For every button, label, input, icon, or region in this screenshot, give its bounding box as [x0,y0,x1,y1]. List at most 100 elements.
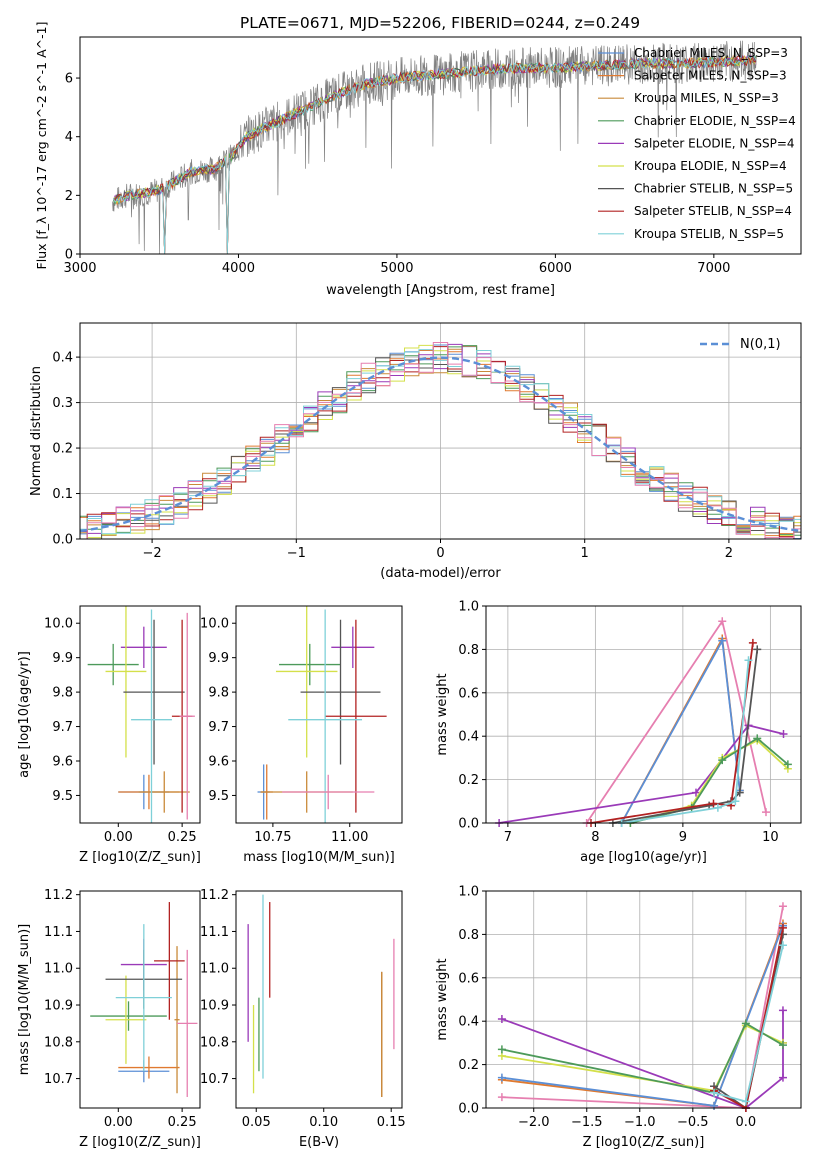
x-axis-label: E(B-V) [299,1135,339,1150]
y-tick-label: 0.8 [458,643,479,658]
y-tick-label: 0.2 [52,442,73,457]
axes-frame [235,605,403,824]
y-tick-label: 10.8 [200,1035,229,1050]
histogram-kroupa-stelib [80,349,801,535]
model-spectrum-kroupa-stelib [112,54,757,254]
axes-frame [485,890,802,1109]
legend-label: Salpeter STELIB, N_SSP=4 [634,204,792,218]
legend-label: Kroupa ELODIE, N_SSP=4 [634,159,787,173]
y-tick-label: 11.0 [44,962,73,977]
axes-frame [79,322,802,540]
weight-marker [753,645,762,654]
y-tick-label: 9.6 [52,755,73,770]
y-tick-label: 0.0 [52,533,73,548]
y-tick-label: 9.9 [52,651,73,666]
x-tick-label: 8 [591,830,599,845]
x-axis-label: wavelength [Angstrom, rest frame] [326,283,555,298]
errorbar-group [247,894,395,1097]
x-tick-label: 11.00 [331,830,368,845]
x-tick-label: 4000 [222,261,255,276]
y-tick-label: 10.9 [44,999,73,1014]
y-tick-label: 2 [65,189,73,204]
errorbar-group [257,606,387,823]
histogram-kroupa-elodie [80,344,801,539]
legend-label: Chabrier MILES, N_SSP=3 [634,46,788,60]
spectrum-group [112,40,757,254]
axes-frame [485,605,802,824]
weight-marker [778,1041,787,1050]
weight-marker [718,617,727,626]
y-tick-label: 11.2 [44,888,73,903]
y-tick-label: 0 [65,248,73,263]
weight-line [501,1022,784,1094]
histogram-salpeter-miles [80,345,801,537]
weight-marker [778,902,787,911]
weight-marker [731,797,740,806]
y-tick-label: 0.6 [458,971,479,986]
legend-label: Kroupa MILES, N_SSP=3 [634,91,779,105]
weight-marker [753,734,762,743]
x-tick-label: 0.00 [104,1115,133,1130]
y-tick-label: 0.2 [458,773,479,788]
x-tick-label: 0.15 [377,1115,406,1130]
x-tick-label: 1 [581,546,589,561]
legend-label: Chabrier STELIB, N_SSP=5 [634,182,793,196]
errorbar-group [90,902,198,1097]
histogram-pink [80,342,801,539]
y-tick-label: 9.7 [52,720,73,735]
y-tick-label: 1.0 [458,885,479,900]
x-axis-label: age [log10(age/yr)] [580,850,707,865]
y-tick-label: 9.6 [208,755,229,770]
y-tick-label: 10.9 [200,999,229,1014]
y-tick-label: 0.1 [52,487,73,502]
weight-marker [710,1101,719,1110]
y-tick-label: 0.4 [458,1015,479,1030]
weight-marker [497,1093,506,1102]
y-tick-label: 9.8 [208,686,229,701]
weight-marker [778,941,787,950]
weight-marker [748,638,757,647]
weight-marker [778,923,787,932]
x-tick-label: 6000 [539,261,572,276]
weight-marker [778,1073,787,1082]
y-tick-label: 11.0 [200,962,229,977]
y-axis-label: mass weight [435,673,450,755]
x-tick-label: −2.0 [518,1115,550,1130]
weight-marker [779,730,788,739]
weight-marker [713,803,722,812]
y-tick-label: 0.8 [458,928,479,943]
x-tick-label: 0.0 [736,1115,757,1130]
axes-frame [235,890,403,1109]
x-axis-label: (data-model)/error [380,566,501,581]
normal-curve [80,356,801,533]
axes-frame [79,605,201,824]
legend-label: Kroupa STELIB, N_SSP=5 [634,227,784,241]
x-tick-label: 0.10 [309,1115,338,1130]
y-tick-label: 10.7 [200,1072,229,1087]
weight-marker [762,808,770,817]
y-tick-label: 6 [65,72,73,87]
y-axis-label: age [log10(age/yr)] [17,651,32,778]
histogram-salpeter-stelib [80,346,801,539]
weight-marker [692,788,700,797]
y-axis-label: Normed distribution [29,366,44,496]
weight-marker [718,636,727,645]
histogram-chabrier-miles [80,344,801,539]
weight-marker [744,656,753,665]
x-tick-label: 0.00 [104,830,133,845]
x-axis-label: mass [log10(M/M_sun)] [243,850,395,865]
x-tick-label: 3000 [63,261,96,276]
hist-group [80,342,801,539]
y-tick-label: 10.7 [44,1072,73,1087]
y-tick-label: 11.1 [200,925,229,940]
x-tick-label: 7 [504,830,512,845]
x-tick-label: −2 [143,546,162,561]
x-tick-label: 0.25 [168,1115,197,1130]
x-tick-label: 10 [762,830,779,845]
y-tick-label: 0.4 [458,730,479,745]
errorbar-group [87,606,195,823]
axes-frame [79,890,201,1109]
x-tick-label: 2 [725,546,733,561]
weight-marker [710,1088,719,1097]
